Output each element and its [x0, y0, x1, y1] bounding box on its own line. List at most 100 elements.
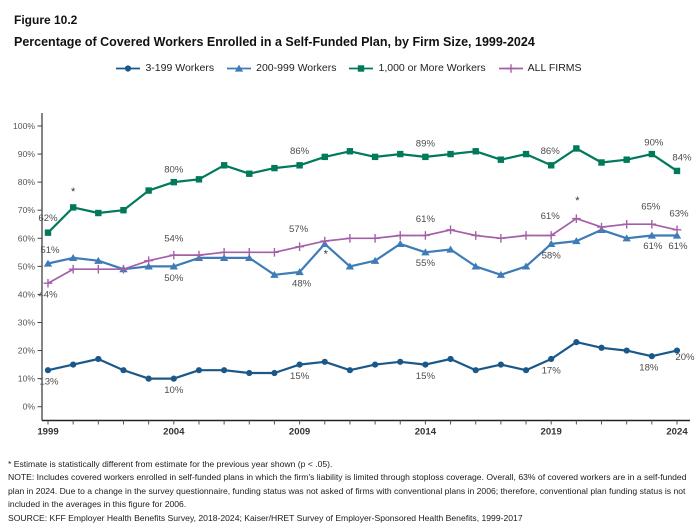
series-line-1-000-or-more-workers: [46, 147, 679, 234]
point-all-firms-2009: [295, 242, 304, 252]
value-label-3-199-workers-2019: 17%: [542, 365, 562, 376]
point-3-199-workers-2022: [623, 347, 630, 354]
value-label-3-199-workers-1999: 13%: [39, 377, 59, 388]
point-all-firms-2016: [471, 231, 481, 240]
point-all-firms-2000: [68, 264, 78, 274]
point-3-199-workers-2018: [522, 367, 530, 374]
figure-title: Percentage of Covered Workers Enrolled i…: [14, 35, 535, 49]
value-label-1-000-or-more-workers-2024: 84%: [672, 152, 692, 163]
footnote-note: NOTE: Includes covered workers enrolled …: [8, 472, 687, 510]
point-3-199-workers-1999: [44, 367, 52, 374]
point-1-000-or-more-workers-2011: [346, 148, 354, 155]
point-3-199-workers-2003: [145, 375, 152, 382]
point-1-000-or-more-workers-2015: [447, 150, 454, 158]
point-200-999-workers-2016: [471, 262, 480, 270]
point-1-000-or-more-workers-2018: [522, 150, 530, 158]
legend-item-200-999-workers: 200-999 Workers: [227, 62, 336, 74]
value-label-all-firms-2009: 57%: [289, 224, 309, 235]
point-1-000-or-more-workers-2007: [246, 170, 253, 177]
value-label-1-000-or-more-workers-2014: 89%: [416, 138, 436, 149]
value-label-200-999-workers-2023: 61%: [643, 241, 663, 252]
value-label-200-999-workers-2009: 48%: [292, 278, 312, 289]
point-3-199-workers-2014: [422, 361, 429, 368]
series-line-3-199-workers: [46, 341, 679, 380]
series-200-999-workers: [43, 225, 682, 278]
point-200-999-workers-2022: [622, 234, 631, 242]
figure-number: Figure 10.2: [14, 13, 78, 27]
point-1-000-or-more-workers-2019: [548, 162, 555, 169]
point-200-999-workers-2020: [572, 237, 581, 245]
triangle-legend-marker-icon: [227, 64, 252, 72]
point-1-000-or-more-workers-2001: [95, 209, 102, 217]
value-label-200-999-workers-2024: 61%: [668, 241, 688, 252]
value-label-200-999-workers-2014: 55%: [416, 258, 436, 269]
value-label-1-000-or-more-workers-1999: 62%: [38, 213, 58, 224]
point-3-199-workers-2011: [346, 367, 354, 374]
point-1-000-or-more-workers-2022: [623, 156, 630, 163]
value-label-all-firms-1999: 44%: [38, 290, 58, 301]
point-200-999-workers-2014: [421, 248, 430, 256]
x-tick-label: 2024: [666, 427, 688, 438]
y-tick-label: 70%: [18, 205, 36, 215]
triangle-glyph: [234, 64, 244, 72]
footnote-source: SOURCE: KFF Employer Health Benefits Sur…: [8, 512, 523, 523]
point-200-999-workers-2013: [396, 239, 405, 247]
value-label-200-999-workers-1999: 51%: [40, 245, 60, 256]
y-tick-label: 40%: [18, 289, 36, 299]
point-200-999-workers-2004: [169, 262, 178, 270]
point-3-199-workers-2015: [447, 355, 454, 363]
point-all-firms-2007: [244, 248, 254, 257]
point-1-000-or-more-workers-2000: [69, 204, 77, 211]
value-label-all-firms-2024: 63%: [669, 208, 689, 219]
point-all-firms-2013: [395, 231, 405, 240]
point-1-000-or-more-workers-2012: [371, 153, 379, 161]
value-label-1-000-or-more-workers-2023: 90%: [644, 138, 664, 149]
point-200-999-workers-2009: [295, 268, 304, 276]
point-200-999-workers-2003: [144, 262, 153, 270]
point-3-199-workers-2019: [548, 355, 555, 363]
footnote-asterisk: * Estimate is statistically different fr…: [8, 459, 333, 469]
legend-label: ALL FIRMS: [527, 62, 582, 74]
series-line-all-firms: [47, 217, 678, 285]
point-200-999-workers-2000: [68, 254, 78, 262]
x-tick-label: 2014: [415, 427, 437, 438]
plus-legend-marker-icon: [498, 63, 523, 73]
point-3-199-workers-2020: [573, 339, 580, 346]
plus-glyph: [506, 63, 515, 73]
point-200-999-workers-2011: [345, 262, 355, 270]
point-1-000-or-more-workers-2002: [120, 207, 127, 214]
point-1-000-or-more-workers-2017: [497, 156, 505, 163]
value-label-200-999-workers-2004: 50%: [164, 273, 184, 284]
footnotes: * Estimate is statistically different fr…: [8, 458, 692, 525]
point-3-199-workers-2009: [296, 361, 303, 368]
point-all-firms-2011: [345, 233, 355, 243]
point-3-199-workers-2013: [397, 358, 404, 365]
point-3-199-workers-2001: [95, 355, 102, 363]
value-label-3-199-workers-2004: 10%: [164, 385, 184, 396]
point-all-firms-2012: [370, 233, 380, 243]
point-1-000-or-more-workers-2005: [195, 176, 203, 183]
point-200-999-workers-2012: [370, 256, 380, 264]
point-3-199-workers-2016: [472, 367, 479, 374]
legend-label: 3-199 Workers: [145, 62, 215, 74]
point-200-999-workers-2015: [446, 245, 455, 253]
value-label-1-000-or-more-workers-2004: 80%: [164, 165, 184, 176]
y-tick-label: 100%: [13, 121, 35, 131]
legend-item-all-firms: ALL FIRMS: [498, 62, 582, 74]
circle-glyph: [125, 64, 132, 72]
point-all-firms-2019: [546, 231, 556, 240]
point-all-firms-2021: [597, 222, 606, 232]
x-tick-label: 2009: [289, 427, 310, 438]
value-label-all-firms-2019: 61%: [541, 211, 561, 222]
point-1-000-or-more-workers-2004: [170, 178, 177, 186]
value-label-all-firms-2004: 54%: [164, 234, 184, 245]
point-3-199-workers-2006: [221, 367, 228, 374]
value-label-1-000-or-more-workers-2019: 86%: [541, 146, 561, 157]
x-tick-label: 2019: [541, 427, 562, 438]
point-3-199-workers-2002: [120, 367, 127, 374]
point-3-199-workers-2024: [673, 347, 681, 354]
y-tick-label: 0%: [23, 402, 36, 412]
point-1-000-or-more-workers-2024: [673, 167, 681, 175]
point-3-199-workers-2005: [195, 367, 203, 374]
point-3-199-workers-2010: [321, 358, 328, 365]
